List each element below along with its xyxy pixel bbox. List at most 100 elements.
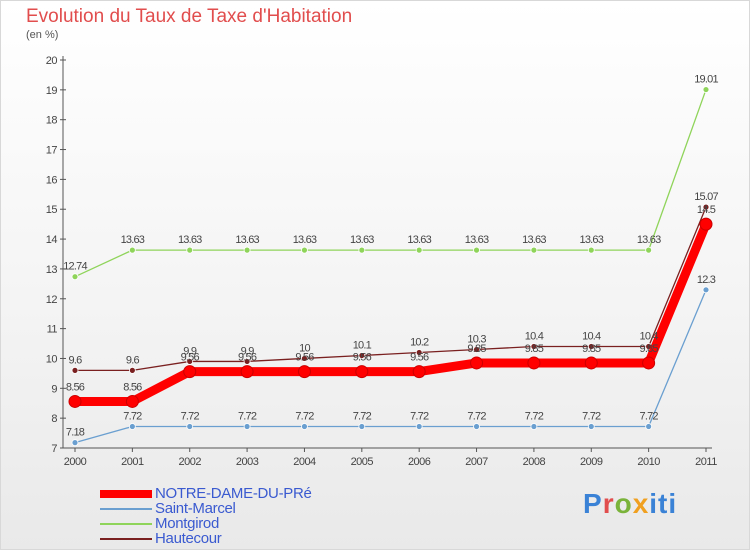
- legend-swatch: [100, 523, 152, 525]
- data-point: [71, 366, 79, 374]
- y-tick-label: 8: [51, 413, 57, 425]
- data-point: [415, 423, 423, 430]
- data-label: 9.56: [238, 352, 257, 364]
- x-tick-label: 2011: [695, 456, 717, 468]
- data-label: 7.18: [66, 427, 85, 439]
- data-label: 13.63: [293, 234, 317, 246]
- data-point: [473, 346, 480, 353]
- chart-title: Evolution du Taux de Taxe d'Habitation: [26, 6, 353, 27]
- data-point: [702, 86, 710, 93]
- data-point: [473, 246, 480, 254]
- data-point: [68, 394, 82, 408]
- data-label: 8.56: [66, 381, 85, 393]
- x-tick-label: 2006: [408, 456, 431, 468]
- data-point: [358, 352, 366, 359]
- data-point: [301, 423, 308, 430]
- data-label: 7.72: [123, 411, 142, 423]
- data-point: [240, 365, 254, 379]
- x-tick-label: 2003: [236, 456, 259, 468]
- y-tick-label: 11: [47, 324, 58, 336]
- data-label: 9.85: [467, 343, 486, 355]
- data-label: 10.4: [582, 331, 601, 343]
- data-label: 9.85: [525, 343, 544, 355]
- data-label: 9.9: [183, 345, 197, 357]
- data-label: 9.6: [69, 354, 83, 366]
- x-tick-label: 2002: [178, 456, 201, 468]
- x-tick-label: 2004: [293, 456, 316, 468]
- y-tick-label: 13: [46, 264, 58, 276]
- data-point: [412, 365, 426, 379]
- data-label: 7.72: [295, 411, 314, 423]
- data-point: [186, 358, 194, 365]
- data-label: 13.63: [407, 234, 431, 246]
- data-label: 9.56: [353, 352, 372, 364]
- x-tick-label: 2000: [64, 456, 87, 468]
- data-point: [473, 423, 480, 430]
- data-point: [297, 365, 311, 379]
- data-label: 10: [299, 342, 310, 354]
- data-label: 7.72: [181, 411, 200, 423]
- data-point: [702, 286, 710, 294]
- data-label: 10.4: [640, 331, 659, 343]
- chart-subtitle: (en %): [26, 29, 59, 41]
- data-point: [587, 343, 595, 350]
- data-point: [186, 423, 194, 430]
- y-tick-label: 17: [46, 145, 58, 157]
- data-point: [301, 246, 308, 254]
- data-label: 9.56: [410, 352, 429, 364]
- data-label: 14.5: [697, 204, 716, 216]
- data-point: [530, 343, 538, 350]
- data-label: 10.3: [467, 334, 486, 346]
- legend-swatch: [100, 508, 152, 510]
- data-point: [584, 356, 598, 370]
- data-point: [128, 366, 136, 374]
- data-point: [186, 246, 194, 254]
- series-line-montgirod: [74, 88, 707, 278]
- data-label: 9.85: [582, 343, 601, 355]
- y-tick-label: 12: [46, 294, 58, 306]
- data-label: 12.3: [697, 274, 716, 286]
- data-label: 13.63: [637, 234, 661, 246]
- x-tick-label: 2008: [523, 456, 546, 468]
- data-point: [415, 246, 423, 254]
- x-tick-label: 2001: [121, 456, 144, 468]
- data-point: [587, 246, 595, 254]
- data-point: [183, 365, 197, 379]
- data-label: 19.01: [694, 74, 718, 86]
- data-point: [71, 273, 79, 281]
- series-line-hautecour: [74, 206, 707, 372]
- y-tick-label: 18: [46, 115, 58, 127]
- data-label: 8.56: [123, 381, 142, 393]
- data-point: [355, 365, 369, 379]
- legend-label: Montgirod: [155, 515, 220, 532]
- data-label: 13.63: [522, 234, 546, 246]
- data-label: 10.2: [410, 336, 429, 348]
- data-point: [470, 356, 484, 370]
- data-point: [301, 355, 308, 362]
- legend-swatch: [100, 490, 152, 498]
- legend-label: Hautecour: [155, 530, 222, 547]
- y-tick-label: 19: [46, 85, 58, 97]
- data-label: 12.74: [63, 261, 87, 273]
- proxiti-logo: Proxiti: [583, 488, 678, 519]
- data-label: 13.63: [121, 234, 145, 246]
- data-label: 7.72: [410, 411, 429, 423]
- legend-label: Saint-Marcel: [155, 500, 236, 517]
- data-label: 15.07: [694, 191, 718, 203]
- data-point: [645, 246, 653, 254]
- series-line-saint-marcel: [74, 289, 707, 444]
- data-label: 9.6: [126, 354, 140, 366]
- data-point: [415, 349, 423, 356]
- data-label: 9.9: [241, 345, 255, 357]
- data-point: [587, 423, 595, 430]
- y-tick-label: 20: [46, 55, 58, 67]
- data-point: [125, 394, 139, 408]
- data-label: 9.85: [640, 343, 659, 355]
- y-tick-label: 7: [51, 443, 57, 455]
- data-point: [358, 246, 366, 254]
- x-tick-label: 2005: [351, 456, 374, 468]
- data-label: 13.63: [580, 234, 604, 246]
- y-tick-label: 10: [46, 353, 58, 365]
- legend-label: NOTRE-DAME-DU-PRé: [155, 485, 312, 502]
